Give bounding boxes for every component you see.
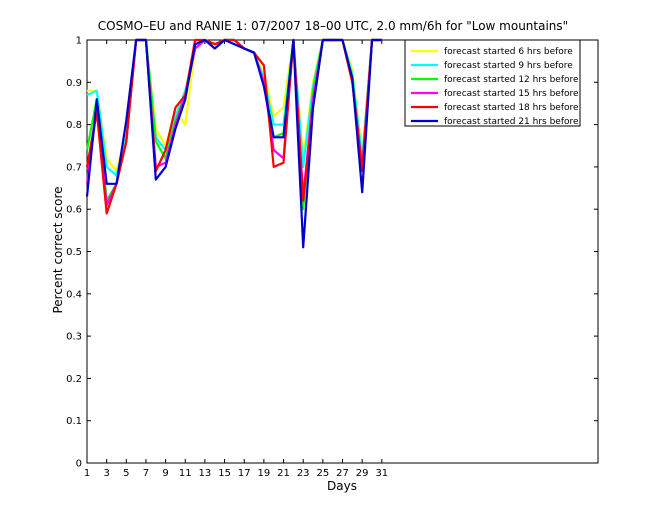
legend-entry-1: forecast started 6 hrs before bbox=[444, 47, 573, 57]
y-tick-label: 0.7 bbox=[66, 162, 82, 173]
y-tick-label: 0.6 bbox=[66, 205, 82, 216]
y-axis: 0 0.1 0.2 0.3 0.4 0.5 0.6 0.7 0.8 0.9 1 bbox=[66, 36, 598, 470]
x-tick-label: 31 bbox=[375, 468, 388, 479]
y-tick-label: 0.5 bbox=[66, 247, 82, 258]
y-tick-label: 0.2 bbox=[66, 374, 82, 385]
x-tick-label: 19 bbox=[258, 468, 271, 479]
y-tick-label: 0 bbox=[76, 459, 82, 470]
series-lines bbox=[85, 38, 382, 249]
y-tick-label: 0.3 bbox=[66, 332, 82, 343]
x-tick-label: 5 bbox=[123, 468, 129, 479]
legend-entry-6: forecast started 21 hrs before bbox=[444, 117, 579, 127]
x-tick-label: 11 bbox=[179, 468, 192, 479]
y-axis-label: Percent correct score bbox=[51, 186, 65, 313]
x-tick-label: 25 bbox=[316, 468, 329, 479]
legend-entry-5: forecast started 18 hrs before bbox=[444, 103, 579, 113]
x-tick-label: 13 bbox=[199, 468, 212, 479]
x-tick-label: 15 bbox=[218, 468, 231, 479]
y-tick-label: 0.8 bbox=[66, 120, 82, 131]
x-tick-label: 9 bbox=[162, 468, 168, 479]
x-tick-label: 1 bbox=[84, 468, 90, 479]
y-tick-label: 0.1 bbox=[66, 416, 82, 427]
x-tick-label: 17 bbox=[238, 468, 251, 479]
x-axis-label: Days bbox=[327, 479, 357, 493]
y-tick-label: 0.9 bbox=[66, 78, 82, 89]
x-tick-label: 23 bbox=[297, 468, 310, 479]
chart-title: COSMO–EU and RANIE 1: 07/2007 18–00 UTC,… bbox=[98, 19, 568, 33]
x-tick-label: 27 bbox=[336, 468, 349, 479]
legend-entry-3: forecast started 12 hrs before bbox=[444, 75, 579, 85]
legend: forecast started 6 hrs before forecast st… bbox=[404, 39, 581, 127]
x-tick-label: 7 bbox=[143, 468, 149, 479]
legend-entry-2: forecast started 9 hrs before bbox=[444, 61, 573, 71]
x-axis: 1 3 5 7 9 11 13 15 17 19 21 23 25 27 29 31 bbox=[84, 40, 388, 479]
legend-box bbox=[404, 39, 581, 127]
legend-entry-4: forecast started 15 hrs before bbox=[444, 89, 579, 99]
x-tick-label: 29 bbox=[356, 468, 369, 479]
y-tick-label: 0.4 bbox=[66, 289, 82, 300]
y-tick-label: 1 bbox=[76, 36, 82, 47]
x-tick-label: 21 bbox=[277, 468, 290, 479]
x-tick-label: 3 bbox=[103, 468, 109, 479]
series-line-6 bbox=[85, 38, 382, 249]
